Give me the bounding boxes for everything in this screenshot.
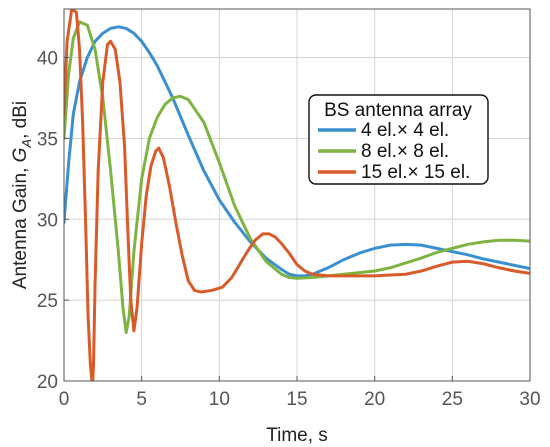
y-tick-label: 35 — [37, 129, 58, 150]
x-tick-label: 20 — [364, 389, 385, 410]
y-tick-label: 25 — [37, 291, 58, 312]
x-axis-title: Time, s — [266, 425, 328, 446]
series-line-3 — [64, 9, 530, 381]
x-tick-label: 25 — [442, 389, 463, 410]
legend-title: BS antenna array — [324, 100, 472, 121]
series-layer — [64, 9, 530, 381]
y-axis-title-unit: , dBi — [10, 101, 31, 139]
legend-label-2: 8 el.× 8 el. — [361, 141, 449, 162]
x-tick-label: 0 — [59, 389, 70, 410]
x-tick-label: 10 — [209, 389, 230, 410]
legend: BS antenna array 4 el.× 4 el.8 el.× 8 el… — [308, 94, 489, 185]
legend-box — [308, 94, 489, 185]
y-tick-label: 40 — [37, 49, 58, 70]
legend-label-3: 15 el.× 15 el. — [361, 162, 470, 183]
y-axis-title-subscript: A — [19, 139, 34, 149]
legend-label-1: 4 el.× 4 el. — [361, 120, 449, 141]
y-tick-label: 30 — [37, 210, 58, 231]
x-tick-label: 15 — [286, 389, 307, 410]
axis-ticks: 0 5 10 15 20 25 30 20 25 30 35 40 — [37, 49, 541, 410]
y-axis-title: Antenna Gain, GA, dBi — [10, 101, 34, 289]
x-tick-label: 30 — [519, 389, 540, 410]
y-axis-title-main: Antenna Gain, — [10, 162, 31, 289]
x-tick-label: 5 — [136, 389, 147, 410]
series-line-2 — [64, 20, 530, 334]
y-tick-label: 20 — [37, 372, 58, 393]
y-axis-title-symbol: G — [10, 148, 31, 163]
legend-entries: 4 el.× 4 el.8 el.× 8 el.15 el.× 15 el. — [318, 120, 470, 183]
